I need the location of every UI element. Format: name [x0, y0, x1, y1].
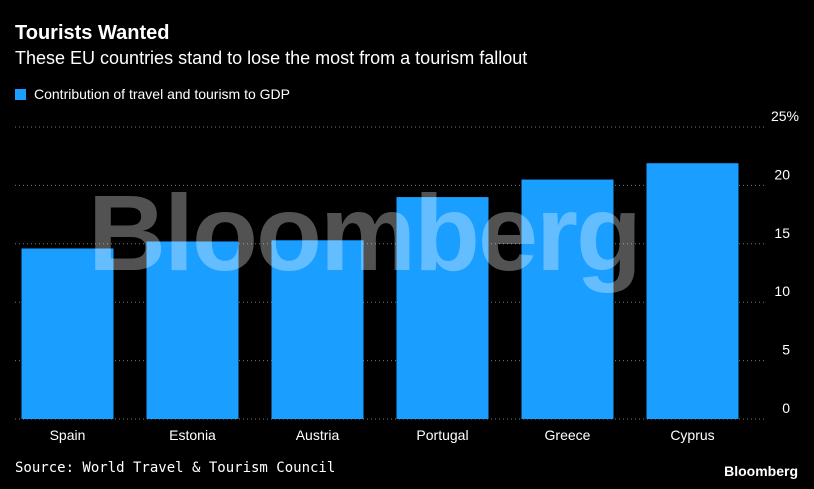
y-tick-label: 0	[782, 400, 790, 416]
x-tick-label: Spain	[50, 427, 86, 443]
y-tick-label: 10	[774, 283, 790, 299]
legend: Contribution of travel and tourism to GD…	[15, 86, 290, 102]
source-note: Source: World Travel & Tourism Council	[15, 460, 336, 476]
bar-estonia	[146, 241, 239, 419]
bar-austria	[271, 240, 364, 419]
y-tick-label: 20	[774, 166, 790, 182]
legend-swatch	[15, 88, 26, 100]
chart-subtitle: These EU countries stand to lose the mos…	[15, 48, 528, 68]
y-tick-label: 5	[782, 342, 790, 358]
x-tick-label: Austria	[296, 427, 340, 443]
chart-title: Tourists Wanted	[15, 22, 170, 44]
brand-logo: Bloomberg	[724, 463, 798, 479]
bar-spain	[21, 248, 114, 419]
x-tick-label: Portugal	[416, 427, 468, 443]
x-tick-label: Cyprus	[670, 427, 714, 443]
x-tick-label: Greece	[545, 427, 591, 443]
y-tick-label: 25%	[771, 108, 799, 124]
legend-label: Contribution of travel and tourism to GD…	[34, 86, 291, 102]
x-tick-label: Estonia	[169, 427, 216, 443]
bar-cyprus	[646, 163, 739, 419]
bar-portugal	[396, 197, 489, 419]
bar-greece	[521, 179, 614, 419]
y-tick-label: 15	[774, 225, 790, 241]
